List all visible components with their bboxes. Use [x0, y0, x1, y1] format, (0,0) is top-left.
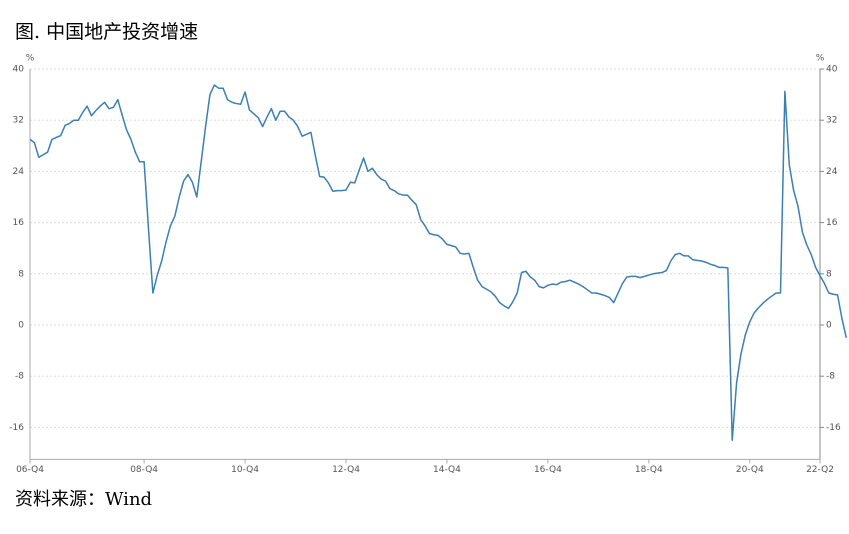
y2-tick-label: 0 — [826, 321, 832, 331]
y2-tick-label: 8 — [826, 269, 832, 279]
y2-tick-label: 40 — [826, 65, 838, 75]
y-tick-label: 40 — [13, 65, 25, 75]
y2-tick-label: -8 — [826, 372, 835, 382]
x-tick-label: 18-Q4 — [635, 465, 663, 475]
y2-tick-label: -16 — [826, 423, 841, 433]
y-tick-label: 24 — [13, 167, 25, 177]
y2-tick-label: 24 — [826, 167, 838, 177]
y-tick-label: 32 — [13, 116, 24, 126]
x-tick-label: 22-Q2 — [806, 465, 834, 475]
x-tick-label: 06-Q4 — [16, 465, 44, 475]
x-tick-label: 12-Q4 — [332, 465, 360, 475]
data-line — [29, 84, 848, 441]
y2-unit: % — [816, 54, 825, 64]
y-tick-label: -8 — [15, 372, 24, 382]
x-tick-label: 14-Q4 — [433, 465, 461, 475]
y2-tick-label: 32 — [826, 116, 837, 126]
y-tick-label: 16 — [13, 218, 25, 228]
source-note: 资料来源：Wind — [15, 489, 152, 510]
y-tick-label: 0 — [18, 321, 24, 331]
chart-title: 图. 中国地产投资增速 — [15, 21, 198, 43]
x-tick-label: 08-Q4 — [130, 465, 158, 475]
x-tick-label: 20-Q4 — [736, 465, 764, 475]
y-unit: % — [26, 54, 35, 64]
y-tick-label: -16 — [9, 423, 24, 433]
y-tick-label: 8 — [18, 269, 24, 279]
y2-tick-label: 16 — [826, 218, 838, 228]
x-tick-label: 16-Q4 — [534, 465, 562, 475]
x-tick-label: 10-Q4 — [231, 465, 259, 475]
